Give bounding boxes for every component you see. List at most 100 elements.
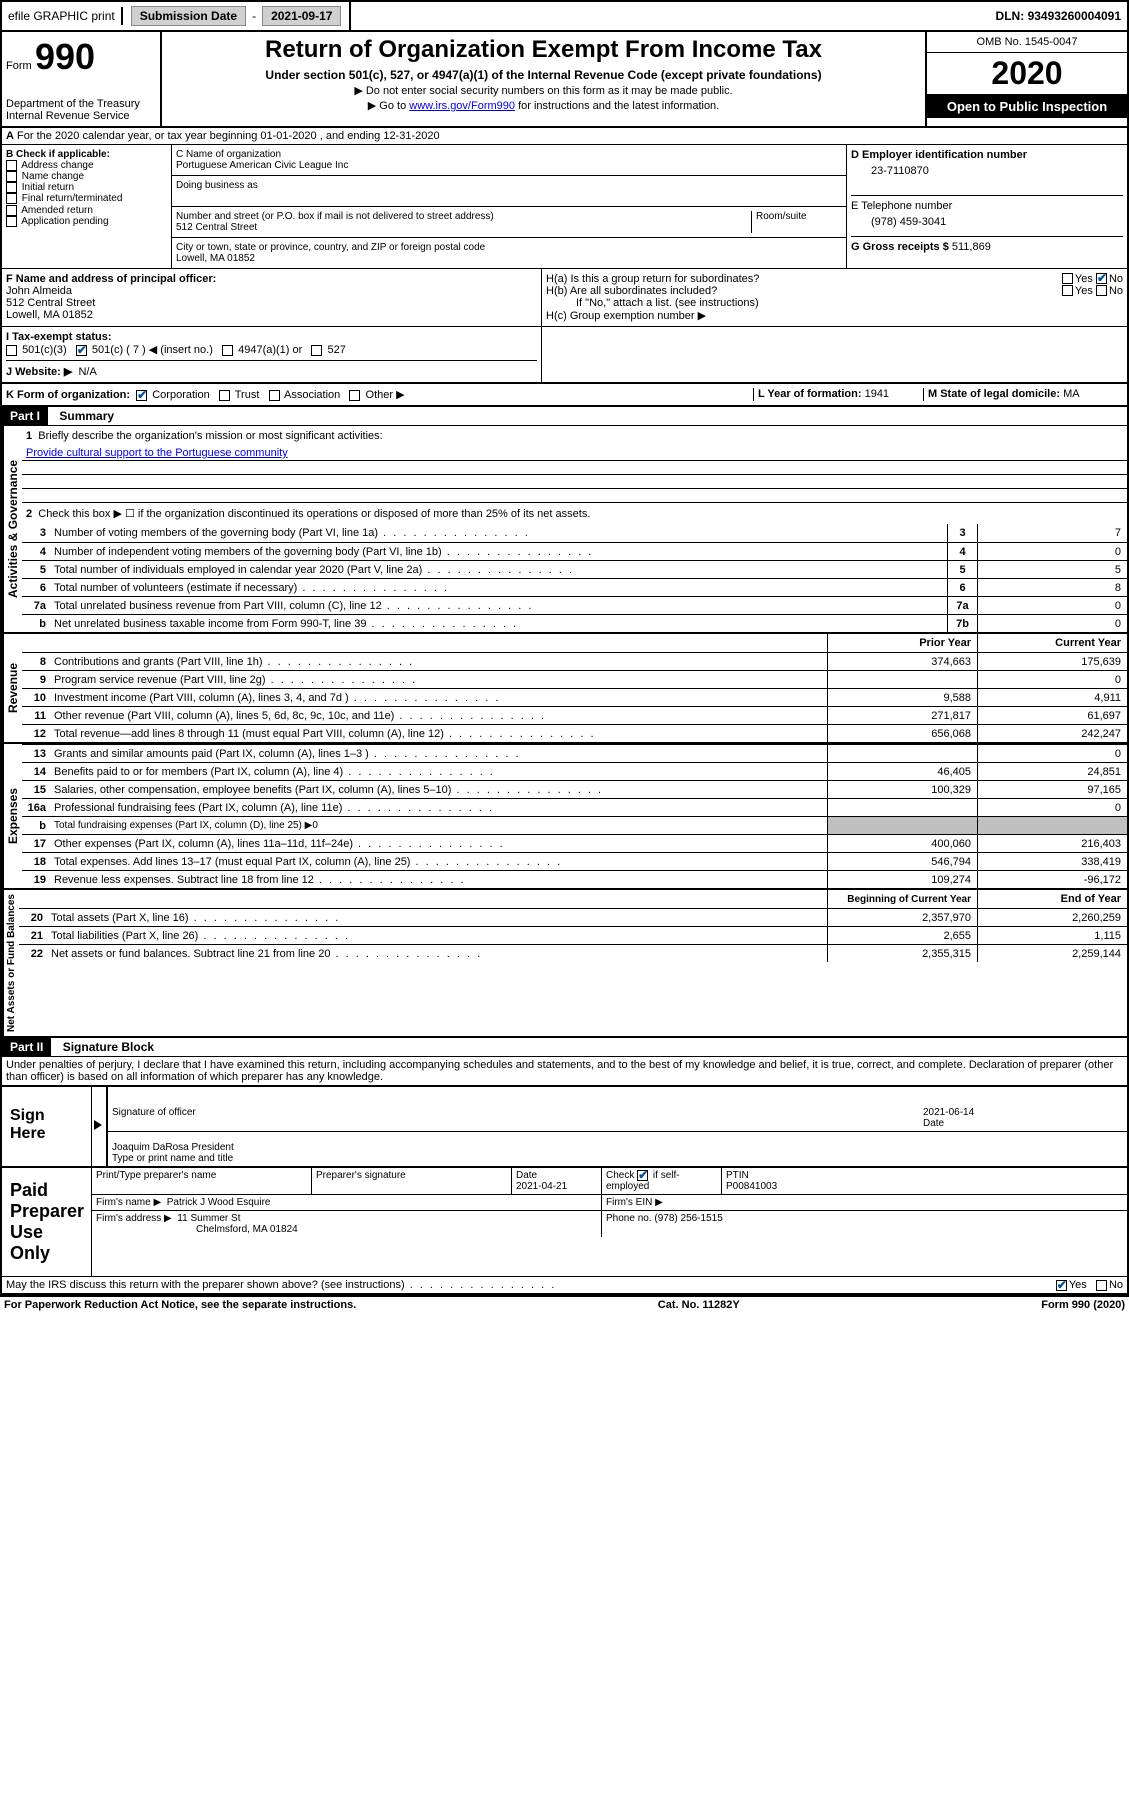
line-value: 0 (977, 597, 1127, 614)
checkbox-hb-yes[interactable] (1062, 285, 1073, 296)
website-value: N/A (78, 366, 96, 378)
declaration: Under penalties of perjury, I declare th… (2, 1056, 1127, 1085)
checkbox-501c3[interactable] (6, 345, 17, 356)
footer: For Paperwork Reduction Act Notice, see … (0, 1295, 1129, 1313)
checkbox-other[interactable] (349, 390, 360, 401)
line-text: Investment income (Part VIII, column (A)… (50, 690, 827, 706)
arrow-icon (94, 1120, 102, 1130)
line-num: b (22, 616, 50, 632)
section-k: K Form of organization: Corporation Trus… (6, 388, 753, 401)
current-year-header: Current Year (977, 634, 1127, 652)
current-value: -96,172 (977, 871, 1127, 888)
line-text: Contributions and grants (Part VIII, lin… (50, 654, 827, 670)
footer-left: For Paperwork Reduction Act Notice, see … (4, 1299, 356, 1311)
firm-name: Patrick J Wood Esquire (167, 1197, 271, 1208)
checkbox-ha-no[interactable] (1096, 273, 1107, 284)
checkbox-ha-yes[interactable] (1062, 273, 1073, 284)
checkbox-amended[interactable] (6, 205, 17, 216)
form-number: 990 (35, 36, 95, 77)
line-num: 19 (22, 872, 50, 888)
form-container: Form 990 Department of the Treasury Inte… (0, 32, 1129, 1295)
checkbox-corp[interactable] (136, 390, 147, 401)
line-box: 7a (947, 597, 977, 614)
line-num: 7a (22, 598, 50, 614)
irs-link[interactable]: www.irs.gov/Form990 (409, 100, 515, 112)
prior-value: 546,794 (827, 853, 977, 870)
checkbox-self-employed[interactable] (637, 1170, 648, 1181)
current-value: 216,403 (977, 835, 1127, 852)
line-text: Total liabilities (Part X, line 26) (47, 928, 827, 944)
checkbox-501c[interactable] (76, 345, 87, 356)
revenue-label: Revenue (2, 634, 22, 742)
line1-label: Briefly describe the organization's miss… (38, 430, 382, 442)
checkbox-527[interactable] (311, 345, 322, 356)
omb-number: OMB No. 1545-0047 (927, 32, 1127, 53)
prior-value: 400,060 (827, 835, 977, 852)
checkbox-hb-no[interactable] (1096, 285, 1107, 296)
line-num: 10 (22, 690, 50, 706)
line-text: Professional fundraising fees (Part IX, … (50, 800, 827, 816)
phone-label: E Telephone number (851, 200, 952, 212)
line-num: 16a (22, 800, 50, 816)
line-text: Net unrelated business taxable income fr… (50, 616, 947, 632)
line-text: Net assets or fund balances. Subtract li… (47, 946, 827, 962)
governance-label: Activities & Governance (2, 426, 22, 632)
line-num: 5 (22, 562, 50, 578)
open-inspection: Open to Public Inspection (927, 95, 1127, 118)
sig-officer-label: Signature of officer (112, 1107, 923, 1129)
prior-value (827, 671, 977, 688)
checkbox-final-return[interactable] (6, 193, 17, 204)
current-value: 0 (977, 745, 1127, 762)
checkbox-pending[interactable] (6, 216, 17, 227)
prior-value: 2,355,315 (827, 945, 977, 962)
line-text: Total number of volunteers (estimate if … (50, 580, 947, 596)
part2-header: Part II Signature Block (2, 1036, 1127, 1056)
line-num: 9 (22, 672, 50, 688)
section-c: C Name of organization Portuguese Americ… (172, 145, 847, 268)
line-value: 7 (977, 524, 1127, 542)
checkbox-initial-return[interactable] (6, 182, 17, 193)
top-bar: efile GRAPHIC print Submission Date - 20… (0, 0, 1129, 32)
footer-center: Cat. No. 11282Y (658, 1299, 740, 1311)
current-value: 2,260,259 (977, 909, 1127, 926)
checkbox-name-change[interactable] (6, 171, 17, 182)
submission-date-value[interactable]: 2021-09-17 (262, 6, 341, 26)
section-l: L Year of formation: 1941 (753, 388, 923, 401)
officer-name: Joaquim DaRosa President (112, 1142, 234, 1153)
checkbox-discuss-no[interactable] (1096, 1280, 1107, 1291)
line-num: 8 (22, 654, 50, 670)
section-f: F Name and address of principal officer:… (2, 269, 542, 326)
prior-value: 374,663 (827, 653, 977, 670)
prior-value: 2,655 (827, 927, 977, 944)
line-num: 22 (19, 946, 47, 962)
prior-value: 9,588 (827, 689, 977, 706)
current-value: 242,247 (977, 725, 1127, 742)
checkbox-discuss-yes[interactable] (1056, 1280, 1067, 1291)
checkbox-trust[interactable] (219, 390, 230, 401)
date-label: Date (923, 1118, 1123, 1129)
checkbox-address-change[interactable] (6, 160, 17, 171)
current-value: 175,639 (977, 653, 1127, 670)
line-text: Benefits paid to or for members (Part IX… (50, 764, 827, 780)
dba-label: Doing business as (176, 180, 842, 191)
part1-header: Part I Summary (2, 405, 1127, 425)
gross-receipts: 511,869 (952, 241, 991, 253)
street-label: Number and street (or P.O. box if mail i… (176, 211, 751, 222)
line-num: 20 (19, 910, 47, 926)
website-label: J Website: ▶ (6, 366, 72, 378)
prep-date: 2021-04-21 (516, 1181, 567, 1192)
netassets-label: Net Assets or Fund Balances (2, 890, 19, 1036)
form-title: Return of Organization Exempt From Incom… (166, 36, 921, 64)
paid-preparer-label: Paid Preparer Use Only (2, 1168, 92, 1276)
line-num: 21 (19, 928, 47, 944)
submission-date-btn[interactable]: Submission Date (131, 6, 246, 26)
mission-link[interactable]: Provide cultural support to the Portugue… (26, 447, 288, 459)
discuss-question: May the IRS discuss this return with the… (6, 1279, 1056, 1291)
section-a: A For the 2020 calendar year, or tax yea… (2, 126, 1127, 144)
checkbox-4947[interactable] (222, 345, 233, 356)
end-year-header: End of Year (977, 890, 1127, 908)
org-name: Portuguese American Civic League Inc (176, 160, 842, 171)
checkbox-assoc[interactable] (269, 390, 280, 401)
line-text: Number of independent voting members of … (50, 544, 947, 560)
firm-addr2: Chelmsford, MA 01824 (96, 1224, 298, 1235)
